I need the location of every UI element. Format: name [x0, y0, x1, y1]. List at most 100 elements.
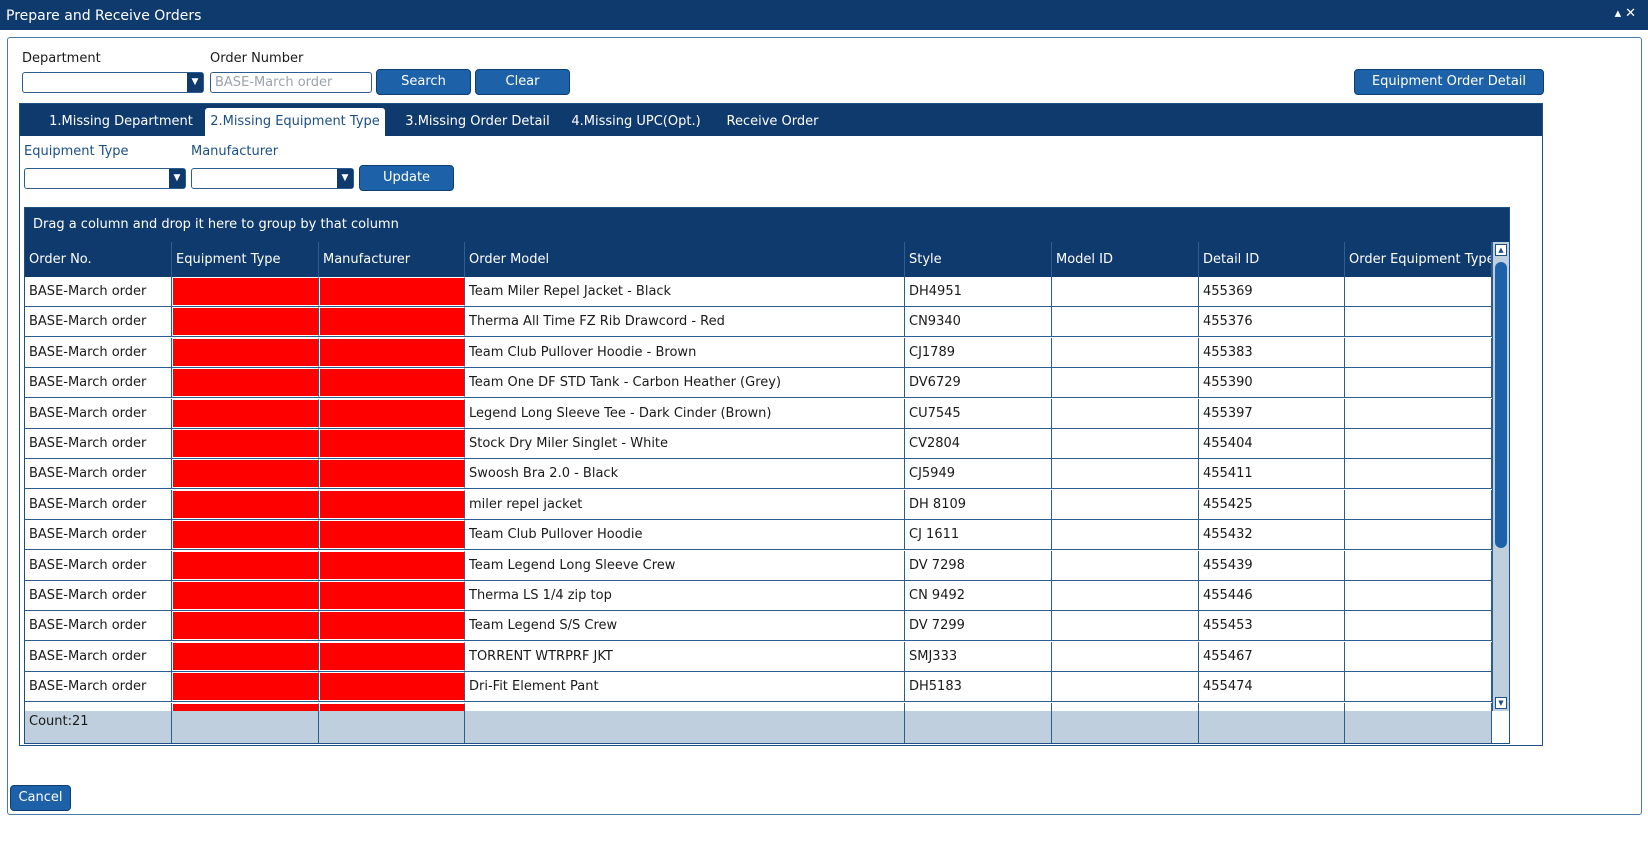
cell-manufacturer[interactable] [319, 368, 465, 398]
table-row[interactable]: BASE-March order Therma All Time FZ Rib D… [25, 307, 1492, 338]
cell-order-model[interactable]: Team Legend S/S Crew [465, 611, 905, 641]
table-row[interactable]: BASE-March order Team Legend S/S Crew DV 7… [25, 611, 1492, 642]
cell-order-no[interactable]: BASE-March order [25, 277, 172, 306]
cell-model-id[interactable] [1052, 277, 1199, 306]
cell-detail-id[interactable]: 455404 [1199, 429, 1345, 458]
window-controls[interactable]: ▴✕ [1615, 6, 1640, 21]
cell-detail-id[interactable]: 455453 [1199, 611, 1345, 641]
cell-manufacturer[interactable] [319, 277, 465, 306]
tab-missing-upc[interactable]: 4.Missing UPC(Opt.) [571, 114, 701, 129]
department-dropdown[interactable]: ▼ [22, 72, 204, 93]
table-row[interactable]: BASE-March order Therma LS 1/4 zip top CN … [25, 581, 1492, 611]
cell-detail-id[interactable]: 455446 [1199, 581, 1345, 610]
cell-detail-id[interactable]: 455397 [1199, 398, 1345, 428]
cell-order-model[interactable]: Therma All Time FZ Rib Drawcord - Red [465, 307, 905, 337]
cell-manufacturer[interactable] [319, 550, 465, 580]
tab-receive-order[interactable]: Receive Order [726, 114, 819, 129]
cell-detail-id[interactable]: 455432 [1199, 520, 1345, 550]
cell-order-model[interactable]: miler repel jacket [465, 489, 905, 519]
scrollbar-thumb[interactable] [1495, 262, 1507, 548]
cell-model-id[interactable] [1052, 489, 1199, 519]
cell-equipment-type[interactable] [172, 307, 319, 337]
cell-style[interactable] [905, 702, 1052, 711]
cell-order-equipment-type[interactable] [1345, 641, 1492, 671]
cell-manufacturer[interactable] [319, 520, 465, 550]
cell-equipment-type[interactable] [172, 337, 319, 367]
cell-order-model[interactable]: Team One DF STD Tank - Carbon Heather (G… [465, 368, 905, 398]
cell-equipment-type[interactable] [172, 459, 319, 489]
cell-model-id[interactable] [1052, 672, 1199, 702]
cell-order-no[interactable]: BASE-March order [25, 368, 172, 398]
cell-equipment-type[interactable] [172, 520, 319, 550]
table-row[interactable] [25, 702, 1492, 711]
cell-detail-id[interactable]: 455369 [1199, 277, 1345, 306]
cell-style[interactable]: CU7545 [905, 398, 1052, 428]
cell-equipment-type[interactable] [172, 398, 319, 428]
scroll-up-icon[interactable]: ▲ [1495, 244, 1507, 256]
cell-order-model[interactable]: Legend Long Sleeve Tee - Dark Cinder (Br… [465, 398, 905, 428]
cell-model-id[interactable] [1052, 337, 1199, 367]
cell-manufacturer[interactable] [319, 702, 465, 711]
cell-detail-id[interactable]: 455411 [1199, 459, 1345, 489]
cell-order-no[interactable]: BASE-March order [25, 489, 172, 519]
table-row[interactable]: BASE-March order Team Legend Long Sleeve … [25, 550, 1492, 581]
table-row[interactable]: BASE-March order Team Miler Repel Jacket … [25, 277, 1492, 307]
cell-detail-id[interactable]: 455390 [1199, 368, 1345, 398]
cell-order-equipment-type[interactable] [1345, 520, 1492, 550]
cell-order-equipment-type[interactable] [1345, 702, 1492, 711]
cell-manufacturer[interactable] [319, 307, 465, 337]
close-icon[interactable]: ✕ [1625, 6, 1640, 21]
cell-order-no[interactable]: BASE-March order [25, 520, 172, 550]
cell-model-id[interactable] [1052, 641, 1199, 671]
cell-order-no[interactable]: BASE-March order [25, 550, 172, 580]
cell-manufacturer[interactable] [319, 398, 465, 428]
caret-down-icon[interactable]: ▼ [187, 73, 203, 92]
cell-manufacturer[interactable] [319, 581, 465, 610]
clear-button[interactable]: Clear [475, 69, 570, 95]
cell-model-id[interactable] [1052, 398, 1199, 428]
cell-order-model[interactable]: Therma LS 1/4 zip top [465, 581, 905, 610]
cell-style[interactable]: DV 7298 [905, 550, 1052, 580]
cell-detail-id[interactable]: 455376 [1199, 307, 1345, 337]
cell-equipment-type[interactable] [172, 277, 319, 306]
column-header-order-no[interactable]: Order No. [25, 242, 172, 277]
cell-order-equipment-type[interactable] [1345, 337, 1492, 367]
caret-down-icon[interactable]: ▼ [337, 169, 353, 188]
column-header-equipment-type[interactable]: Equipment Type [172, 242, 319, 277]
manufacturer-dropdown[interactable]: ▼ [191, 168, 354, 189]
cell-manufacturer[interactable] [319, 429, 465, 458]
cell-model-id[interactable] [1052, 429, 1199, 458]
table-row[interactable]: BASE-March order Legend Long Sleeve Tee -… [25, 398, 1492, 429]
cell-order-no[interactable]: BASE-March order [25, 641, 172, 671]
column-header-manufacturer[interactable]: Manufacturer [319, 242, 465, 277]
cell-order-model[interactable]: Team Club Pullover Hoodie - Brown [465, 337, 905, 367]
equipment-type-dropdown[interactable]: ▼ [24, 168, 186, 189]
cell-equipment-type[interactable] [172, 550, 319, 580]
caret-down-icon[interactable]: ▼ [169, 169, 185, 188]
cell-detail-id[interactable]: 455439 [1199, 550, 1345, 580]
cell-order-no[interactable] [25, 702, 172, 711]
cell-order-equipment-type[interactable] [1345, 307, 1492, 337]
cell-model-id[interactable] [1052, 307, 1199, 337]
cell-order-equipment-type[interactable] [1345, 398, 1492, 428]
cell-order-equipment-type[interactable] [1345, 429, 1492, 458]
cell-model-id[interactable] [1052, 520, 1199, 550]
cell-order-no[interactable]: BASE-March order [25, 429, 172, 458]
tab-missing-order-detail[interactable]: 3.Missing Order Detail [405, 114, 550, 129]
cell-order-no[interactable]: BASE-March order [25, 672, 172, 702]
cell-order-equipment-type[interactable] [1345, 550, 1492, 580]
cell-detail-id[interactable]: 455474 [1199, 672, 1345, 702]
cell-equipment-type[interactable] [172, 702, 319, 711]
cell-detail-id[interactable]: 455425 [1199, 489, 1345, 519]
cell-style[interactable]: DV6729 [905, 368, 1052, 398]
cell-order-equipment-type[interactable] [1345, 277, 1492, 306]
cell-model-id[interactable] [1052, 368, 1199, 398]
cell-manufacturer[interactable] [319, 337, 465, 367]
cell-style[interactable]: CN 9492 [905, 581, 1052, 610]
column-header-order-equipment-type[interactable]: Order Equipment Type [1345, 242, 1492, 277]
column-header-detail-id[interactable]: Detail ID [1199, 242, 1345, 277]
cell-model-id[interactable] [1052, 702, 1199, 711]
table-row[interactable]: BASE-March order Team One DF STD Tank - C… [25, 368, 1492, 399]
cell-equipment-type[interactable] [172, 429, 319, 458]
cell-order-model[interactable]: Team Legend Long Sleeve Crew [465, 550, 905, 580]
